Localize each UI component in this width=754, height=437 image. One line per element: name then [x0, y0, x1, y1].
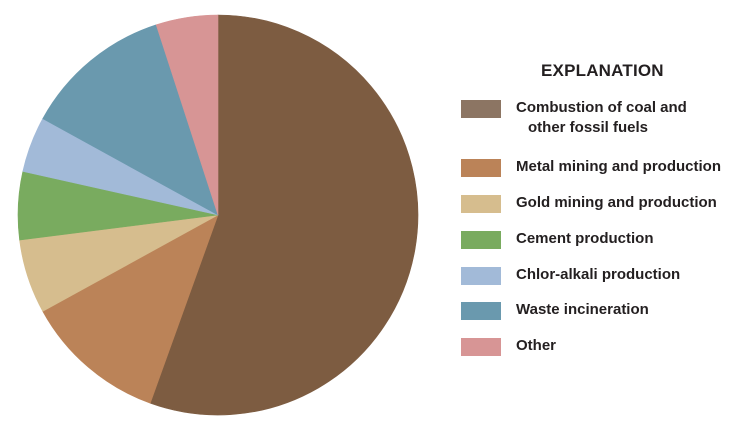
legend-label: Gold mining and production	[516, 194, 717, 211]
legend-label: Waste incineration	[516, 301, 649, 318]
pie-chart	[17, 14, 419, 416]
legend-swatch	[461, 231, 501, 249]
legend-swatch	[461, 267, 501, 285]
pie-slice-waste-incineration	[42, 24, 219, 216]
legend-title: EXPLANATION	[541, 61, 664, 80]
pie-slice-other	[155, 14, 219, 216]
pie-slice-combustion	[149, 14, 419, 416]
legend-label: Metal mining and production	[516, 158, 721, 175]
legend-swatch	[461, 302, 501, 320]
legend-swatch	[461, 100, 501, 118]
legend-label: Combustion of coal and other fossil fuel…	[516, 99, 687, 136]
legend-swatch	[461, 338, 501, 356]
legend-swatch	[461, 159, 501, 177]
legend-swatch	[461, 195, 501, 213]
legend-label: Other	[516, 337, 557, 354]
pie-slice-metal-mining	[42, 214, 219, 404]
legend-label: Chlor-alkali production	[516, 266, 681, 283]
legend-label: Cement production	[516, 230, 654, 247]
